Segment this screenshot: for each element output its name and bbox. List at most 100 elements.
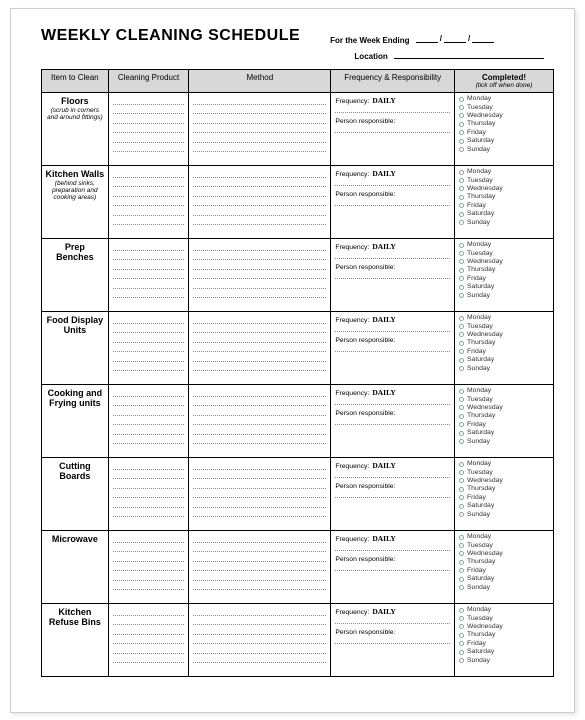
frequency-label: Frequency: bbox=[335, 609, 369, 616]
item-cell: Cutting Boards bbox=[42, 458, 109, 531]
checkbox-circle-icon[interactable] bbox=[459, 285, 464, 290]
method-cell[interactable] bbox=[189, 531, 331, 604]
checkbox-circle-icon[interactable] bbox=[459, 122, 464, 127]
checkbox-circle-icon[interactable] bbox=[459, 259, 464, 264]
checkbox-circle-icon[interactable] bbox=[459, 349, 464, 354]
day-label: Friday bbox=[467, 348, 486, 356]
checkbox-circle-icon[interactable] bbox=[459, 431, 464, 436]
method-cell[interactable] bbox=[189, 604, 331, 677]
method-cell[interactable] bbox=[189, 312, 331, 385]
day-label: Wednesday bbox=[467, 258, 503, 266]
method-cell[interactable] bbox=[189, 385, 331, 458]
checkbox-circle-icon[interactable] bbox=[459, 397, 464, 402]
product-cell[interactable] bbox=[108, 531, 189, 604]
product-cell[interactable] bbox=[108, 385, 189, 458]
checkbox-circle-icon[interactable] bbox=[459, 658, 464, 663]
location-blank[interactable] bbox=[394, 51, 544, 59]
frequency-value: DAILY bbox=[372, 96, 395, 105]
checkbox-circle-icon[interactable] bbox=[459, 332, 464, 337]
checkbox-circle-icon[interactable] bbox=[459, 551, 464, 556]
location-label: Location bbox=[354, 52, 387, 61]
checkbox-circle-icon[interactable] bbox=[459, 97, 464, 102]
checkbox-circle-icon[interactable] bbox=[459, 316, 464, 321]
write-line bbox=[193, 96, 326, 105]
write-line bbox=[193, 242, 326, 251]
method-cell[interactable] bbox=[189, 458, 331, 531]
product-cell[interactable] bbox=[108, 166, 189, 239]
checkbox-circle-icon[interactable] bbox=[459, 487, 464, 492]
checkbox-circle-icon[interactable] bbox=[459, 585, 464, 590]
checkbox-circle-icon[interactable] bbox=[459, 212, 464, 217]
checkbox-circle-icon[interactable] bbox=[459, 414, 464, 419]
checkbox-circle-icon[interactable] bbox=[459, 113, 464, 118]
checkbox-circle-icon[interactable] bbox=[459, 650, 464, 655]
checkbox-circle-icon[interactable] bbox=[459, 560, 464, 565]
day-row: Monday bbox=[459, 387, 550, 395]
write-line bbox=[335, 325, 450, 332]
checkbox-circle-icon[interactable] bbox=[459, 422, 464, 427]
checkbox-circle-icon[interactable] bbox=[459, 504, 464, 509]
checkbox-circle-icon[interactable] bbox=[459, 293, 464, 298]
checkbox-circle-icon[interactable] bbox=[459, 341, 464, 346]
checkbox-circle-icon[interactable] bbox=[459, 268, 464, 273]
checkbox-circle-icon[interactable] bbox=[459, 130, 464, 135]
item-note: (behind sinks, preparation and cooking a… bbox=[45, 181, 105, 201]
checkbox-circle-icon[interactable] bbox=[459, 535, 464, 540]
checkbox-circle-icon[interactable] bbox=[459, 641, 464, 646]
checkbox-circle-icon[interactable] bbox=[459, 439, 464, 444]
frequency-label: Frequency: bbox=[335, 171, 369, 178]
product-cell[interactable] bbox=[108, 604, 189, 677]
checkbox-circle-icon[interactable] bbox=[459, 543, 464, 548]
product-cell[interactable] bbox=[108, 93, 189, 166]
day-label: Sunday bbox=[467, 365, 490, 373]
checkbox-circle-icon[interactable] bbox=[459, 616, 464, 621]
checkbox-circle-icon[interactable] bbox=[459, 170, 464, 175]
checkbox-circle-icon[interactable] bbox=[459, 186, 464, 191]
product-cell[interactable] bbox=[108, 312, 189, 385]
write-line bbox=[193, 188, 326, 197]
date-blank-3[interactable] bbox=[472, 35, 494, 43]
write-line bbox=[113, 499, 185, 508]
method-cell[interactable] bbox=[189, 239, 331, 312]
write-line bbox=[335, 471, 450, 478]
checkbox-circle-icon[interactable] bbox=[459, 512, 464, 517]
day-label: Friday bbox=[467, 275, 486, 283]
checkbox-circle-icon[interactable] bbox=[459, 251, 464, 256]
checkbox-circle-icon[interactable] bbox=[459, 276, 464, 281]
day-row: Saturday bbox=[459, 575, 550, 583]
checkbox-circle-icon[interactable] bbox=[459, 462, 464, 467]
checkbox-circle-icon[interactable] bbox=[459, 495, 464, 500]
checkbox-circle-icon[interactable] bbox=[459, 624, 464, 629]
method-cell[interactable] bbox=[189, 93, 331, 166]
checkbox-circle-icon[interactable] bbox=[459, 195, 464, 200]
checkbox-circle-icon[interactable] bbox=[459, 203, 464, 208]
checkbox-circle-icon[interactable] bbox=[459, 139, 464, 144]
checkbox-circle-icon[interactable] bbox=[459, 324, 464, 329]
date-blank-2[interactable] bbox=[444, 35, 466, 43]
checkbox-circle-icon[interactable] bbox=[459, 147, 464, 152]
checkbox-circle-icon[interactable] bbox=[459, 405, 464, 410]
day-label: Thursday bbox=[467, 193, 495, 201]
checkbox-circle-icon[interactable] bbox=[459, 220, 464, 225]
frequency-value: DAILY bbox=[372, 388, 395, 397]
checkbox-circle-icon[interactable] bbox=[459, 389, 464, 394]
write-line bbox=[193, 471, 326, 480]
checkbox-circle-icon[interactable] bbox=[459, 178, 464, 183]
write-line bbox=[193, 169, 326, 178]
checkbox-circle-icon[interactable] bbox=[459, 243, 464, 248]
product-cell[interactable] bbox=[108, 239, 189, 312]
checkbox-circle-icon[interactable] bbox=[459, 633, 464, 638]
product-cell[interactable] bbox=[108, 458, 189, 531]
frequency-value: DAILY bbox=[372, 315, 395, 324]
checkbox-circle-icon[interactable] bbox=[459, 105, 464, 110]
checkbox-circle-icon[interactable] bbox=[459, 478, 464, 483]
checkbox-circle-icon[interactable] bbox=[459, 608, 464, 613]
checkbox-circle-icon[interactable] bbox=[459, 366, 464, 371]
checkbox-circle-icon[interactable] bbox=[459, 568, 464, 573]
checkbox-circle-icon[interactable] bbox=[459, 577, 464, 582]
checkbox-circle-icon[interactable] bbox=[459, 470, 464, 475]
checkbox-circle-icon[interactable] bbox=[459, 358, 464, 363]
date-blank-1[interactable] bbox=[416, 35, 438, 43]
responsible-label: Person responsible: bbox=[335, 191, 450, 198]
method-cell[interactable] bbox=[189, 166, 331, 239]
